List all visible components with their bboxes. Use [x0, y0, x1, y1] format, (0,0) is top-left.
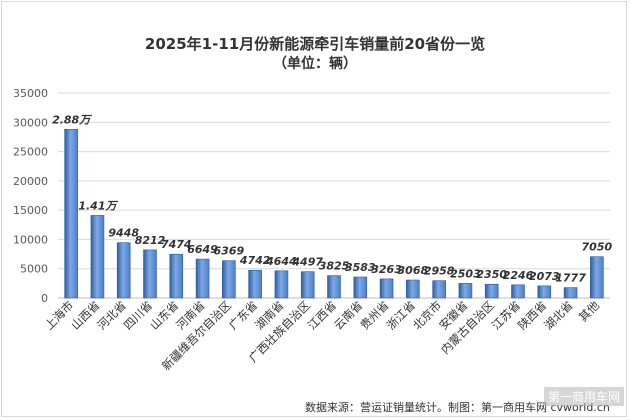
bar	[406, 279, 420, 299]
data-label: 4644	[265, 255, 297, 268]
y-tick-label: 20000	[13, 175, 48, 188]
bar	[484, 283, 499, 299]
x-tick-label: 四川省	[121, 298, 155, 332]
data-label: 8212	[135, 234, 166, 247]
bar	[64, 129, 78, 299]
y-tick-label: 35000	[13, 87, 48, 100]
data-label: 7474	[161, 238, 192, 251]
data-label: 2503	[450, 267, 481, 280]
x-tick-label: 北京市	[410, 298, 444, 332]
watermark: 第一商用车网	[543, 387, 624, 406]
y-tick-label: 5000	[20, 263, 48, 276]
bar	[300, 271, 315, 299]
bar	[458, 283, 473, 299]
data-label: 9448	[108, 227, 139, 240]
bar	[116, 242, 131, 299]
x-tick-label: 湖北省	[541, 298, 575, 332]
y-tick-label: 15000	[13, 204, 48, 217]
y-tick-label: 30000	[13, 116, 48, 129]
data-label: 7050	[582, 241, 613, 254]
x-tick-label: 山西省	[68, 298, 102, 332]
bar	[90, 215, 105, 299]
data-label: 3825	[319, 260, 350, 273]
bar	[222, 260, 236, 299]
bar	[537, 285, 552, 299]
bar	[379, 278, 394, 299]
x-tick-label: 云南省	[331, 298, 365, 332]
bar	[327, 275, 341, 299]
data-label: 6649	[187, 243, 218, 256]
data-label: 4742	[239, 254, 271, 267]
bar	[248, 269, 262, 299]
data-label: 2.88万	[52, 113, 92, 126]
bar	[432, 280, 446, 299]
x-tick-label: 江西省	[305, 298, 339, 332]
data-label: 2073	[529, 270, 560, 283]
x-tick-label: 其他	[576, 298, 603, 325]
x-tick-label: 河北省	[95, 298, 129, 332]
x-tick-label: 山东省	[147, 298, 181, 332]
y-tick-label: 25000	[13, 146, 48, 159]
bar	[353, 276, 368, 299]
chart-title: 2025年1-11月份新能源牵引车销量前20省份一览	[144, 35, 486, 53]
data-label: 2246	[503, 269, 534, 282]
data-label: 3263	[371, 263, 402, 276]
bar	[590, 256, 604, 299]
x-tick-label: 广东省	[226, 298, 260, 332]
y-tick-label: 0	[41, 292, 48, 305]
data-label: 2350	[476, 268, 507, 281]
x-tick-label: 陕西省	[515, 298, 549, 332]
bar	[563, 287, 578, 299]
data-label: 3068	[398, 264, 429, 277]
y-tick-label: 10000	[13, 233, 48, 246]
bar	[511, 284, 525, 299]
x-tick-label: 江苏省	[489, 298, 523, 332]
x-tick-label: 贵州省	[357, 298, 391, 332]
data-label: 6369	[214, 245, 245, 258]
data-label: 1.41万	[78, 199, 118, 212]
bar	[169, 253, 184, 299]
bar	[143, 249, 157, 299]
bar	[274, 270, 289, 299]
data-label: 2958	[424, 265, 455, 278]
data-label: 3583	[345, 261, 376, 274]
chart-subtitle: （单位：辆）	[273, 56, 357, 72]
bar	[195, 258, 210, 299]
x-tick-label: 浙江省	[384, 298, 418, 332]
data-label: 1777	[555, 272, 586, 285]
data-label: 4497	[291, 256, 323, 269]
data-source-note: 数据来源：营运证销量统计。制图：第一商用车网 cvworld.cn	[305, 401, 610, 414]
